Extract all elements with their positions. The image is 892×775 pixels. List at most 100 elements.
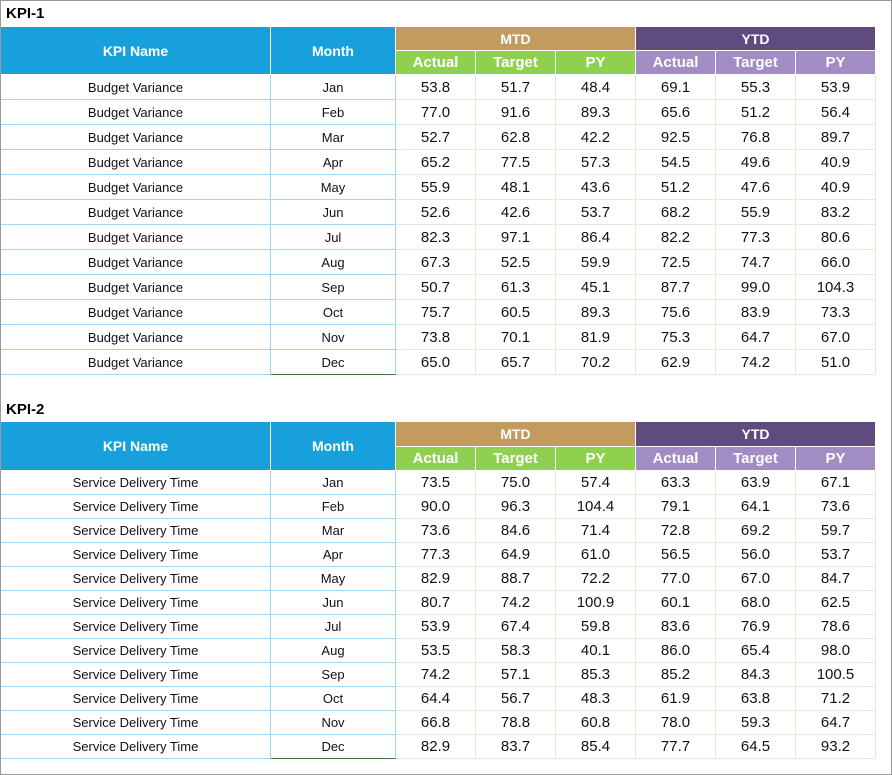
ytd-value-cell: 78.6 bbox=[796, 615, 876, 639]
month-cell: Sep bbox=[271, 275, 396, 300]
month-cell: Apr bbox=[271, 150, 396, 175]
ytd-value-cell: 56.0 bbox=[716, 543, 796, 567]
mtd-value-cell: 52.6 bbox=[396, 200, 476, 225]
kpi-name-cell: Budget Variance bbox=[1, 250, 271, 275]
ytd-value-cell: 47.6 bbox=[716, 175, 796, 200]
month-cell: May bbox=[271, 567, 396, 591]
ytd-value-cell: 67.1 bbox=[796, 471, 876, 495]
ytd-value-cell: 77.3 bbox=[716, 225, 796, 250]
kpi-name-cell: Budget Variance bbox=[1, 175, 271, 200]
mtd-value-cell: 82.3 bbox=[396, 225, 476, 250]
mtd-value-cell: 86.4 bbox=[556, 225, 636, 250]
ytd-value-cell: 93.2 bbox=[796, 735, 876, 759]
mtd-value-cell: 53.8 bbox=[396, 75, 476, 100]
mtd-value-cell: 73.6 bbox=[396, 519, 476, 543]
mtd-value-cell: 89.3 bbox=[556, 100, 636, 125]
ytd-value-cell: 65.4 bbox=[716, 639, 796, 663]
ytd-value-cell: 63.9 bbox=[716, 471, 796, 495]
ytd-value-cell: 98.0 bbox=[796, 639, 876, 663]
ytd-value-cell: 64.1 bbox=[716, 495, 796, 519]
ytd-column-header: Target bbox=[716, 51, 796, 75]
ytd-value-cell: 55.3 bbox=[716, 75, 796, 100]
month-cell: Feb bbox=[271, 495, 396, 519]
ytd-value-cell: 49.6 bbox=[716, 150, 796, 175]
kpi-name-header: KPI Name bbox=[1, 27, 271, 75]
month-cell: Jul bbox=[271, 615, 396, 639]
mtd-value-cell: 43.6 bbox=[556, 175, 636, 200]
ytd-value-cell: 64.7 bbox=[716, 325, 796, 350]
mtd-value-cell: 57.1 bbox=[476, 663, 556, 687]
kpi-name-cell: Service Delivery Time bbox=[1, 711, 271, 735]
table-title: KPI-2 bbox=[6, 401, 45, 418]
ytd-value-cell: 100.5 bbox=[796, 663, 876, 687]
ytd-value-cell: 60.1 bbox=[636, 591, 716, 615]
ytd-column-header: Actual bbox=[636, 447, 716, 471]
kpi-name-cell: Service Delivery Time bbox=[1, 639, 271, 663]
month-cell: Oct bbox=[271, 300, 396, 325]
mtd-value-cell: 52.7 bbox=[396, 125, 476, 150]
mtd-header: MTD bbox=[396, 27, 636, 51]
mtd-value-cell: 85.4 bbox=[556, 735, 636, 759]
mtd-value-cell: 64.4 bbox=[396, 687, 476, 711]
ytd-value-cell: 92.5 bbox=[636, 125, 716, 150]
ytd-value-cell: 51.2 bbox=[636, 175, 716, 200]
ytd-value-cell: 59.7 bbox=[796, 519, 876, 543]
kpi-name-cell: Budget Variance bbox=[1, 275, 271, 300]
ytd-value-cell: 86.0 bbox=[636, 639, 716, 663]
mtd-value-cell: 73.5 bbox=[396, 471, 476, 495]
month-cell: Oct bbox=[271, 687, 396, 711]
mtd-value-cell: 74.2 bbox=[476, 591, 556, 615]
mtd-value-cell: 65.7 bbox=[476, 350, 556, 375]
ytd-value-cell: 75.6 bbox=[636, 300, 716, 325]
ytd-column-header: Actual bbox=[636, 51, 716, 75]
ytd-value-cell: 80.6 bbox=[796, 225, 876, 250]
mtd-header: MTD bbox=[396, 422, 636, 447]
mtd-value-cell: 57.4 bbox=[556, 471, 636, 495]
mtd-value-cell: 82.9 bbox=[396, 567, 476, 591]
mtd-value-cell: 77.3 bbox=[396, 543, 476, 567]
ytd-value-cell: 53.7 bbox=[796, 543, 876, 567]
ytd-value-cell: 76.9 bbox=[716, 615, 796, 639]
mtd-value-cell: 48.3 bbox=[556, 687, 636, 711]
mtd-value-cell: 48.4 bbox=[556, 75, 636, 100]
kpi-name-cell: Service Delivery Time bbox=[1, 735, 271, 759]
month-cell: Jan bbox=[271, 471, 396, 495]
ytd-value-cell: 74.7 bbox=[716, 250, 796, 275]
month-cell: Jan bbox=[271, 75, 396, 100]
kpi-name-cell: Budget Variance bbox=[1, 150, 271, 175]
ytd-value-cell: 69.1 bbox=[636, 75, 716, 100]
month-cell: Jun bbox=[271, 200, 396, 225]
kpi-name-cell: Service Delivery Time bbox=[1, 687, 271, 711]
kpi-name-cell: Budget Variance bbox=[1, 225, 271, 250]
month-cell: Nov bbox=[271, 325, 396, 350]
mtd-value-cell: 52.5 bbox=[476, 250, 556, 275]
ytd-value-cell: 83.9 bbox=[716, 300, 796, 325]
ytd-value-cell: 51.0 bbox=[796, 350, 876, 375]
mtd-value-cell: 55.9 bbox=[396, 175, 476, 200]
month-cell: Nov bbox=[271, 711, 396, 735]
mtd-value-cell: 70.2 bbox=[556, 350, 636, 375]
ytd-value-cell: 75.3 bbox=[636, 325, 716, 350]
ytd-value-cell: 63.8 bbox=[716, 687, 796, 711]
month-cell: Dec bbox=[271, 735, 396, 759]
kpi-name-cell: Service Delivery Time bbox=[1, 591, 271, 615]
mtd-value-cell: 81.9 bbox=[556, 325, 636, 350]
mtd-value-cell: 77.5 bbox=[476, 150, 556, 175]
mtd-value-cell: 53.9 bbox=[396, 615, 476, 639]
ytd-header: YTD bbox=[636, 422, 876, 447]
ytd-value-cell: 66.0 bbox=[796, 250, 876, 275]
mtd-value-cell: 70.1 bbox=[476, 325, 556, 350]
month-cell: Mar bbox=[271, 125, 396, 150]
mtd-value-cell: 90.0 bbox=[396, 495, 476, 519]
mtd-value-cell: 65.2 bbox=[396, 150, 476, 175]
mtd-value-cell: 82.9 bbox=[396, 735, 476, 759]
ytd-value-cell: 72.5 bbox=[636, 250, 716, 275]
ytd-value-cell: 51.2 bbox=[716, 100, 796, 125]
kpi-name-cell: Service Delivery Time bbox=[1, 519, 271, 543]
kpi-name-cell: Budget Variance bbox=[1, 75, 271, 100]
mtd-value-cell: 78.8 bbox=[476, 711, 556, 735]
mtd-value-cell: 53.7 bbox=[556, 200, 636, 225]
ytd-column-header: Target bbox=[716, 447, 796, 471]
ytd-value-cell: 61.9 bbox=[636, 687, 716, 711]
month-cell: Jul bbox=[271, 225, 396, 250]
